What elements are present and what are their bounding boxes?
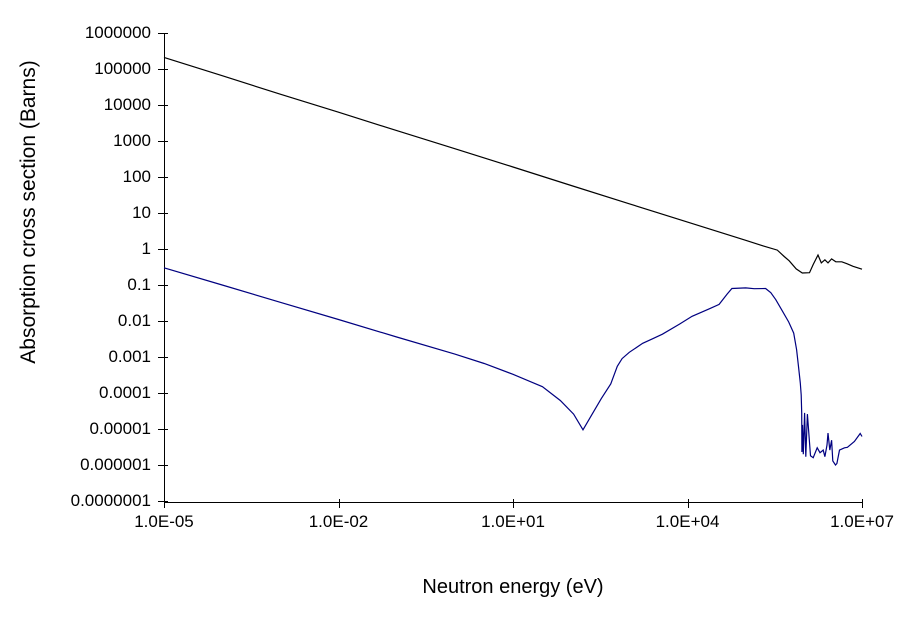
y-tick-label: 0.001 (108, 347, 151, 366)
series-upper-curve (163, 56, 863, 274)
x-axis-title: Neutron energy (eV) (422, 576, 604, 598)
x-tick-label: 1.0E+01 (481, 512, 545, 531)
x-tick-label: 1.0E-05 (134, 512, 194, 531)
y-tick-label: 0.0000001 (70, 491, 151, 510)
series-lower-curve (163, 267, 863, 466)
y-tick-label: 0.000001 (80, 455, 151, 474)
x-tick-label: 1.0E-02 (308, 512, 369, 531)
y-tick-label: 1 (141, 239, 151, 258)
x-tick-label: 1.0E+04 (655, 512, 720, 531)
y-tick-label: 1000 (113, 131, 151, 150)
y-tick-label: 10000 (103, 95, 151, 114)
y-tick-label: 1000000 (84, 23, 151, 42)
y-tick-label: 0.1 (127, 275, 151, 294)
y-tick-label: 0.00001 (89, 419, 151, 438)
y-tick-label: 10 (132, 203, 151, 222)
x-tick-label: 1.0E+07 (830, 512, 894, 531)
y-tick-label: 100 (122, 167, 151, 186)
y-tick-label: 0.01 (117, 311, 151, 330)
y-tick-label: 0.0001 (99, 383, 151, 402)
y-tick-label: 100000 (94, 59, 151, 78)
